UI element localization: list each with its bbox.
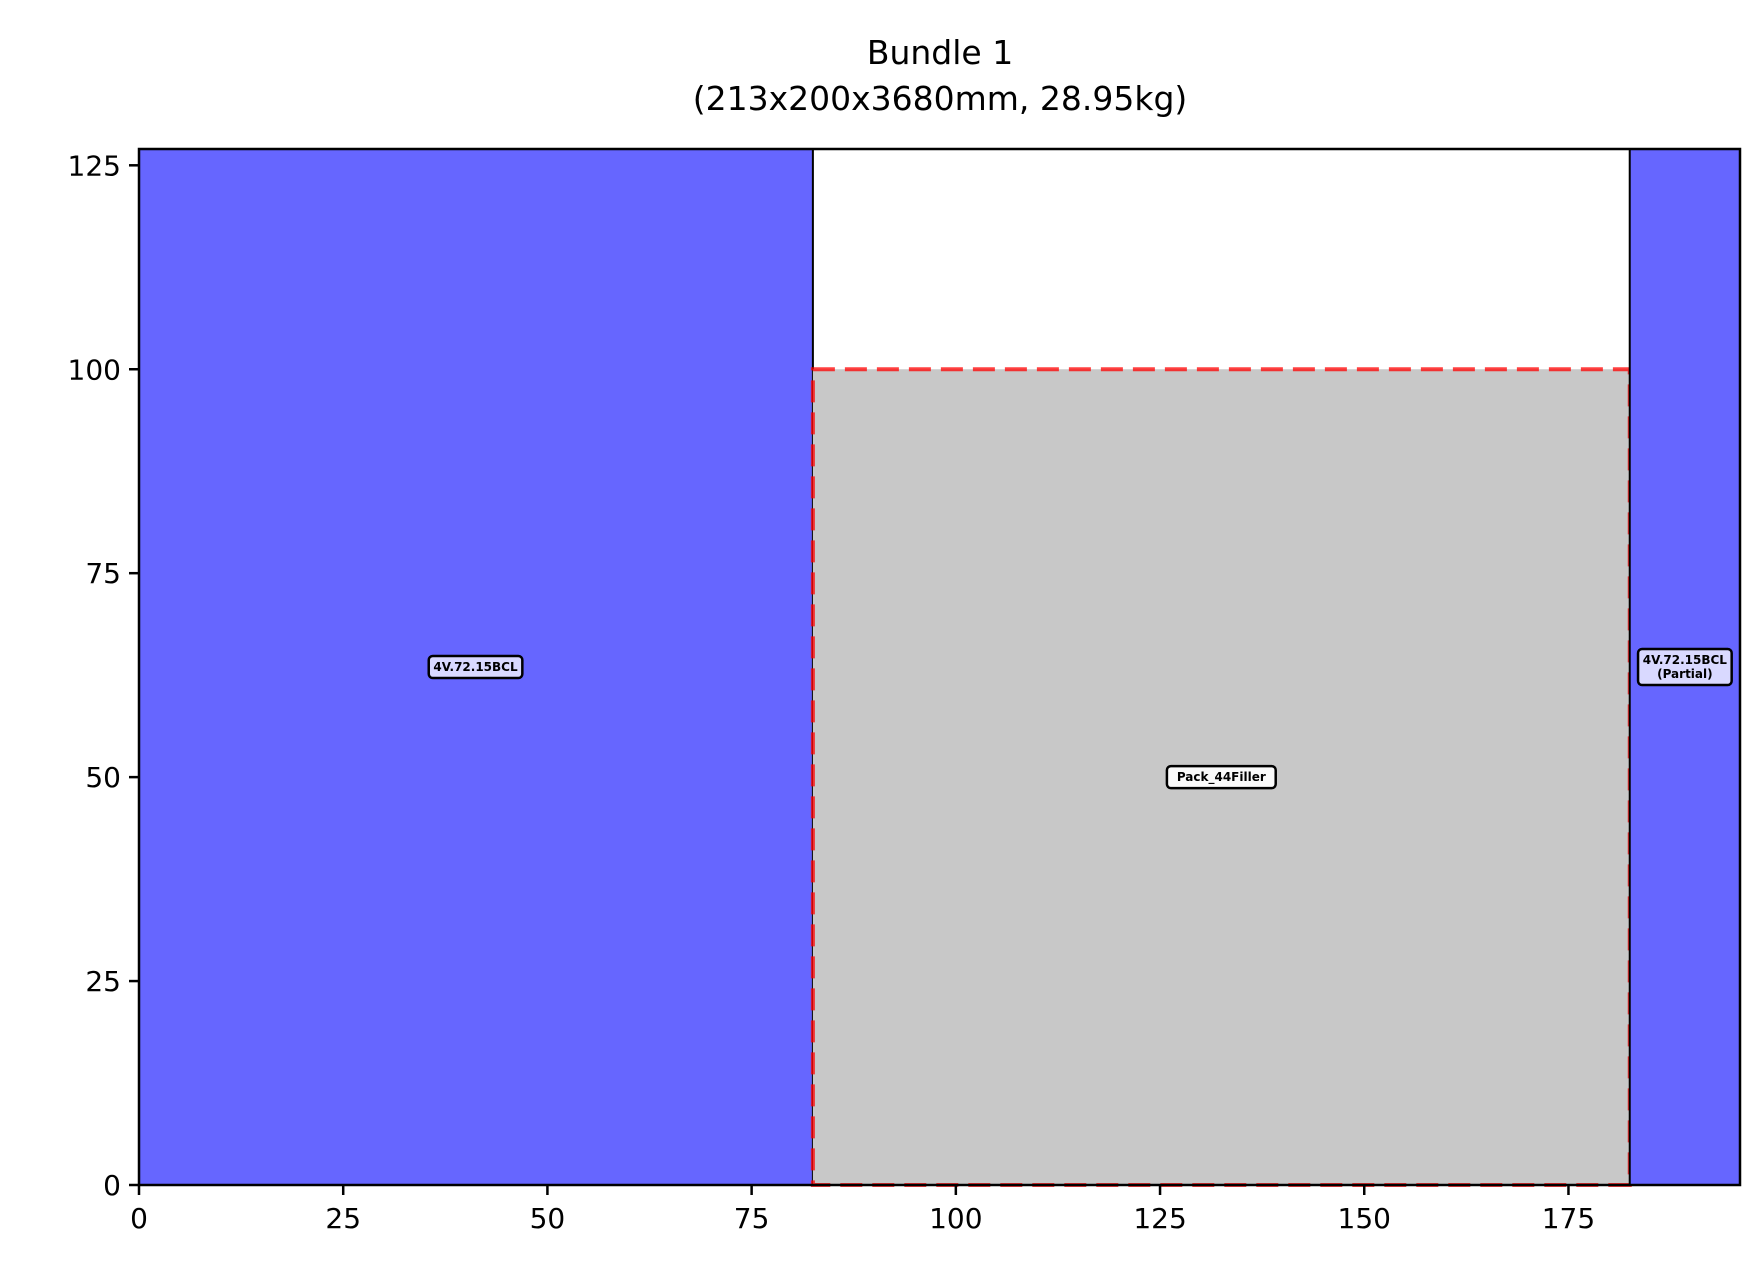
chart-title-line2: (213x200x3680mm, 28.95kg) [693,79,1188,118]
axes: 0 25 50 75 100 125 150 175 0 25 50 75 100 125 [68,147,1742,1235]
box-label-text: 4V.72.15BCL [433,660,518,674]
y-tick-label: 75 [85,557,121,590]
box-label-text: 4V.72.15BCL [1643,653,1728,667]
y-tick-label: 0 [103,1169,121,1202]
x-tick-label: 175 [1542,1202,1595,1235]
x-tick-label: 125 [1133,1202,1186,1235]
x-tick-label: 75 [734,1202,770,1235]
box-label-frame [1165,764,1277,790]
chart-title-line1: Bundle 1 [867,33,1013,72]
x-tick-label: 0 [130,1202,148,1235]
box-label-frame [427,654,524,680]
y-tick-label: 50 [85,761,121,794]
box-labels: 4V.72.15BCLPack_44Filler4V.72.15BCL(Part… [427,647,1733,790]
box-label-subtext: (Partial) [1657,667,1713,681]
x-tick-label: 50 [530,1202,566,1235]
x-tick-label: 25 [325,1202,361,1235]
x-tick-label: 100 [929,1202,982,1235]
axes-frame [137,147,1742,1187]
y-tick-label: 25 [85,965,121,998]
y-tick-label: 100 [68,353,121,386]
box-label-text: Pack_44Filler [1177,770,1266,785]
y-tick-label: 125 [68,149,121,182]
x-tick-label: 150 [1338,1202,1391,1235]
plot-area [138,148,1742,1188]
box-label-frame [1636,647,1733,687]
